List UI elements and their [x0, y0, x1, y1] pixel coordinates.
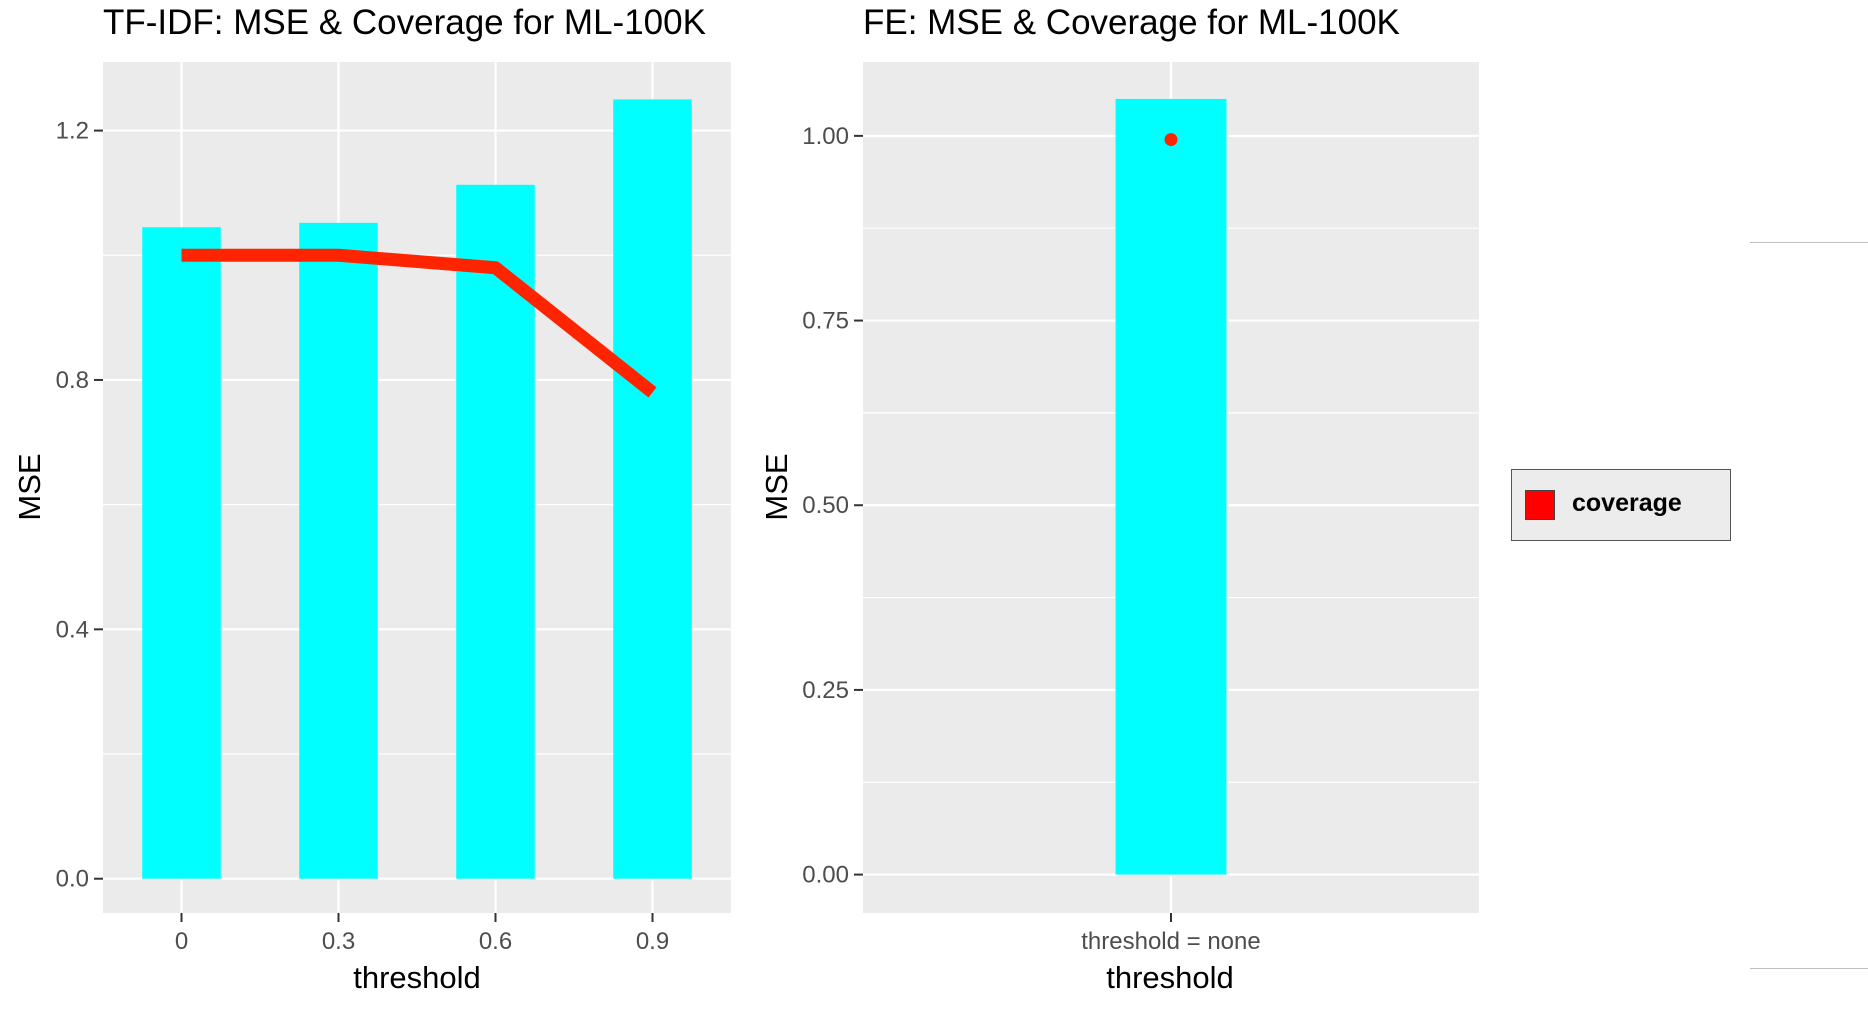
x-tick-label: 0.6: [479, 928, 512, 955]
y-axis-label: MSE: [12, 453, 47, 520]
y-tick-label: 1.00: [802, 123, 849, 150]
x-axis-label: threshold: [353, 960, 481, 995]
bar-series: [142, 99, 692, 879]
y-tick-label: 0.4: [56, 616, 89, 643]
y-axis: 0.00 0.25 0.50 0.75 1.00: [802, 123, 863, 889]
divider-line: [1750, 242, 1868, 243]
coverage-series: [1164, 133, 1178, 147]
bar: [299, 222, 378, 879]
x-axis-label: threshold: [1106, 960, 1234, 995]
y-tick-label: 0.25: [802, 677, 849, 704]
y-tick-label: 0.8: [56, 367, 89, 394]
y-tick-label: 1.2: [56, 118, 89, 145]
legend: coverage: [1511, 469, 1731, 541]
coverage-line: [181, 248, 657, 398]
y-tick-label: 0.0: [56, 866, 89, 893]
bar: [613, 99, 692, 879]
bar: [142, 227, 221, 879]
legend-label: coverage: [1572, 489, 1682, 517]
bar: [456, 184, 535, 879]
chart-title: FE: MSE & Coverage for ML-100K: [863, 3, 1400, 42]
fe-chart-panel: FE: MSE & Coverage for ML-100K 0.000.250…: [759, 3, 1479, 995]
x-axis: threshold = none: [1081, 913, 1261, 955]
divider-line: [1750, 968, 1868, 969]
y-tick-label: 0.50: [802, 492, 849, 519]
y-axis: 0.0 0.4 0.8 1.2: [56, 118, 103, 893]
x-axis: 0 0.3 0.6 0.9: [175, 913, 669, 955]
y-tick-label: 0.00: [802, 862, 849, 889]
x-tick-label: 0: [175, 928, 188, 955]
bar: [1115, 98, 1227, 875]
x-tick-label: threshold = none: [1081, 928, 1260, 955]
x-tick-label: 0.9: [636, 928, 669, 955]
x-tick-label: 0.3: [322, 928, 355, 955]
coverage-series: [181, 248, 657, 398]
y-axis-label: MSE: [759, 453, 794, 520]
coverage-point: [1164, 133, 1178, 147]
chart-title: TF-IDF: MSE & Coverage for ML-100K: [103, 3, 706, 42]
bar-series: [1115, 98, 1227, 875]
y-tick-label: 0.75: [802, 308, 849, 335]
tfidf-chart-panel: TF-IDF: MSE & Coverage for ML-100K 0.00.…: [12, 3, 731, 995]
legend-swatch: [1525, 490, 1555, 520]
